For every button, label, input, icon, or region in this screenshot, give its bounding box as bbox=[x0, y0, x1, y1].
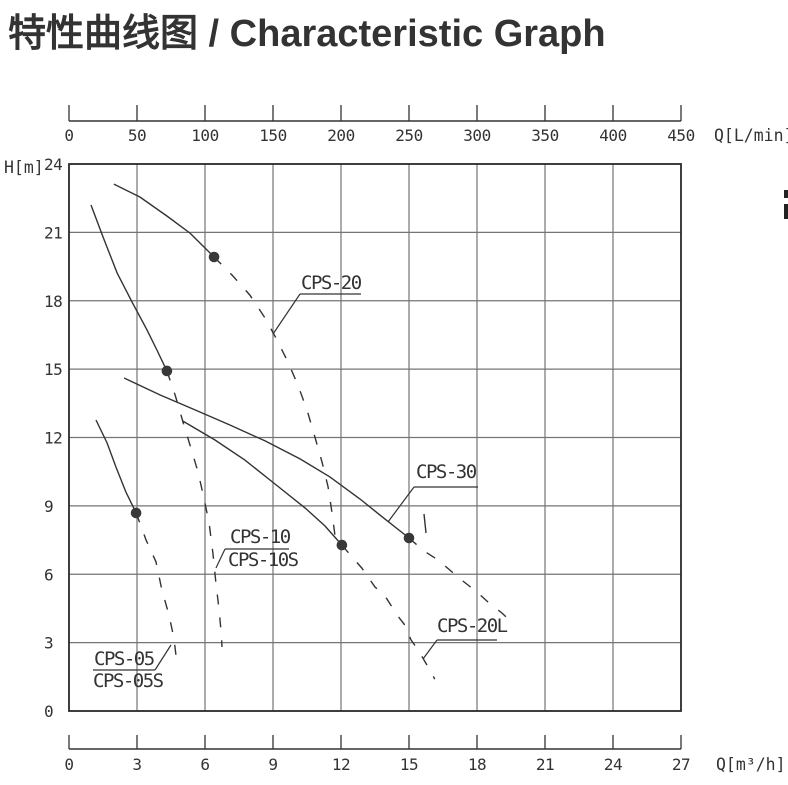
curve-label-cps-10-10s-text-1: CPS-10S bbox=[228, 549, 299, 571]
h-axis-tick-label-6: 6 bbox=[44, 565, 53, 584]
curve-labels-layer: CPS-20CPS-30CPS-20LCPS-10CPS-10SCPS-05CP… bbox=[93, 272, 509, 692]
curve-label-cps-30-text-0: CPS-30 bbox=[416, 461, 477, 483]
top-axis-tick-label-100: 100 bbox=[191, 126, 218, 145]
h-axis-title: H[m] bbox=[4, 158, 44, 177]
clipped-edge-fragment-1 bbox=[784, 204, 788, 219]
h-axis-tick-label-12: 12 bbox=[44, 429, 62, 448]
series-cps-20-dashed-curve bbox=[213, 256, 336, 536]
top-axis-tick-label-450: 450 bbox=[667, 126, 694, 145]
clipped-edge-fragment-0 bbox=[784, 190, 788, 198]
rated-point-cps-10 bbox=[161, 365, 173, 377]
h-axis-tick-label-9: 9 bbox=[44, 497, 53, 516]
series-cps-20l-dashed-curve bbox=[341, 544, 436, 680]
rated-point-cps-05 bbox=[130, 507, 142, 519]
curve-label-cps-10-10s-leader bbox=[215, 548, 226, 569]
top-axis-tick-label-250: 250 bbox=[395, 126, 422, 145]
plot-border bbox=[68, 163, 682, 712]
curve-label-cps-05-05s-text-0: CPS-05 bbox=[94, 648, 154, 670]
bottom-axis-tick-label-27: 27 bbox=[672, 755, 690, 774]
series-cps-20l bbox=[182, 420, 436, 680]
series-cps-05-dashed-curve bbox=[135, 512, 178, 663]
curve-label-cps-20-leader bbox=[272, 293, 301, 335]
series-cps-30 bbox=[123, 377, 516, 626]
series-cps-10-solid-curve bbox=[90, 204, 168, 372]
series-cps-30-solid-curve bbox=[123, 377, 410, 539]
bottom-axis-tick-label-18: 18 bbox=[468, 755, 486, 774]
rated-point-cps-20l bbox=[336, 539, 348, 551]
bottom-axis-unit-label: Q[m³/h] bbox=[716, 755, 786, 774]
edge-artifacts bbox=[423, 190, 788, 534]
h-axis-tick-label-21: 21 bbox=[44, 223, 62, 242]
series-cps-20-solid-curve bbox=[113, 183, 215, 258]
bottom-axis-tick-label-15: 15 bbox=[400, 755, 418, 774]
h-axis-tick-label-15: 15 bbox=[44, 360, 62, 379]
top-axis-tick-label-300: 300 bbox=[463, 126, 490, 145]
h-axis-tick-label-0: 0 bbox=[44, 702, 53, 721]
curve-label-cps-10-10s-text-0: CPS-10 bbox=[230, 526, 291, 548]
page-title: 特性曲线图 / Characteristic Graph bbox=[8, 13, 606, 55]
top-axis-tick-label-150: 150 bbox=[259, 126, 286, 145]
h-axis-tick-label-18: 18 bbox=[44, 292, 62, 311]
grid-layer bbox=[68, 163, 682, 712]
bottom-axis-tick-label-3: 3 bbox=[132, 755, 141, 774]
series-cps-20 bbox=[113, 183, 336, 536]
curve-label-cps-20-text-0: CPS-20 bbox=[301, 272, 362, 294]
top-axis-tick-label-50: 50 bbox=[128, 126, 146, 145]
axes-layer: 0 50 100 150 200 250 300 350 400 450 Q[L/min]0 3 6 9 1… bbox=[4, 105, 788, 774]
series-cps-10-dashed-curve bbox=[166, 370, 223, 648]
curve-label-cps-20l: CPS-20L bbox=[422, 615, 509, 660]
top-axis-tick-label-0: 0 bbox=[64, 126, 73, 145]
series-cps-05 bbox=[95, 419, 178, 663]
rated-point-cps-30 bbox=[403, 532, 415, 544]
bottom-axis-tick-label-6: 6 bbox=[200, 755, 209, 774]
curve-label-cps-05-05s-leader bbox=[154, 644, 172, 671]
h-axis-tick-label-24: 24 bbox=[44, 155, 62, 174]
curve-label-cps-20l-text-0: CPS-20L bbox=[437, 615, 508, 637]
series-cps-05-solid-curve bbox=[95, 419, 137, 514]
series-cps-20l-solid-curve bbox=[182, 420, 343, 546]
h-axis-tick-label-3: 3 bbox=[44, 634, 53, 653]
bottom-axis-tick-label-9: 9 bbox=[268, 755, 277, 774]
bottom-axis-tick-label-0: 0 bbox=[64, 755, 73, 774]
curve-label-cps-20: CPS-20 bbox=[272, 272, 363, 335]
top-axis-unit-label: Q[L/min] bbox=[714, 126, 788, 145]
series-cps-10 bbox=[90, 204, 223, 648]
stray-dash-0 bbox=[423, 513, 427, 534]
top-axis-tick-label-350: 350 bbox=[531, 126, 558, 145]
bottom-axis-tick-label-21: 21 bbox=[536, 755, 554, 774]
curve-label-cps-20l-leader bbox=[422, 639, 438, 660]
bottom-axis-tick-label-12: 12 bbox=[332, 755, 350, 774]
rated-point-cps-20 bbox=[208, 251, 220, 263]
curve-label-cps-30-leader bbox=[387, 486, 415, 523]
top-axis-tick-label-400: 400 bbox=[599, 126, 626, 145]
top-axis-tick-label-200: 200 bbox=[327, 126, 354, 145]
bottom-axis-tick-label-24: 24 bbox=[604, 755, 622, 774]
curve-label-cps-05-05s-text-1: CPS-05S bbox=[93, 670, 164, 692]
series-layer bbox=[90, 183, 516, 680]
series-cps-30-dashed-curve bbox=[408, 537, 516, 626]
curve-label-cps-30: CPS-30 bbox=[387, 461, 478, 523]
